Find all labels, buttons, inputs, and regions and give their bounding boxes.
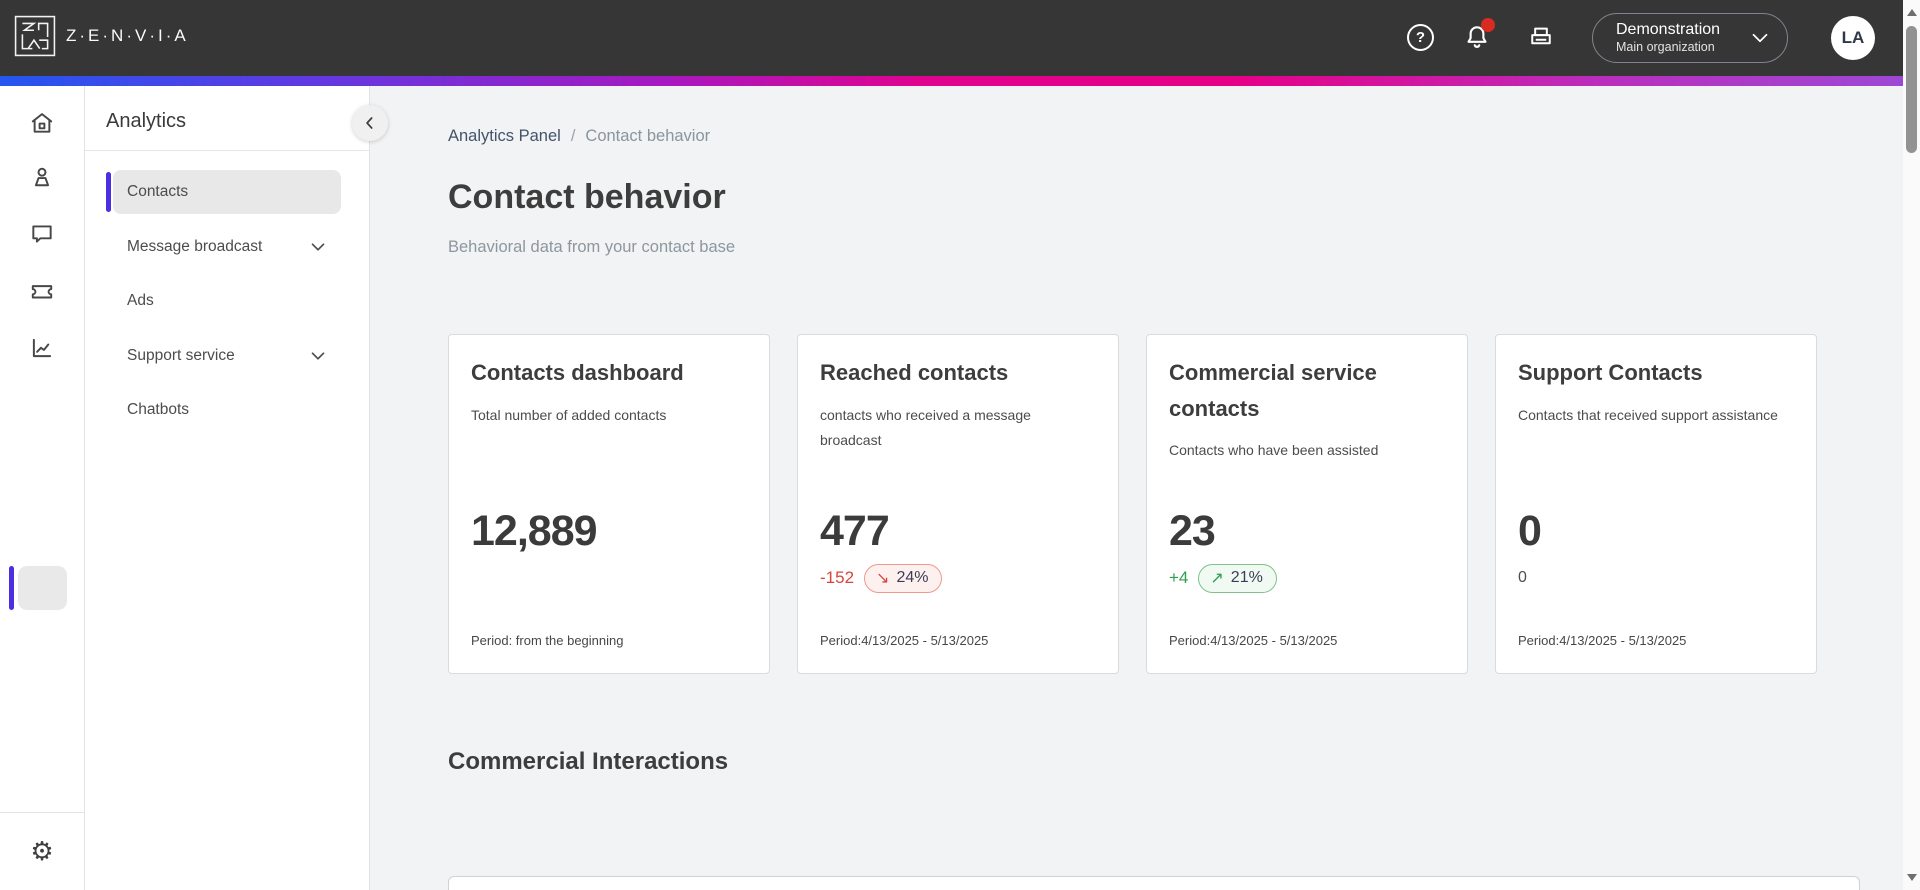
main-content: Analytics Panel / Contact behavior Conta… (370, 86, 1920, 890)
card-value: 477 (820, 507, 890, 555)
card-delta-row: +4 ↗ 21% (1169, 563, 1277, 593)
home-icon (31, 113, 53, 133)
chevron-down-icon (307, 236, 329, 258)
tickets-icon (31, 285, 53, 299)
sidebar-item-contacts[interactable]: Contacts (113, 170, 341, 214)
rail-divider (0, 812, 84, 813)
commercial-interactions-card (448, 876, 1860, 890)
collapse-sidebar-button[interactable] (352, 105, 388, 141)
chevron-left-icon (366, 117, 373, 129)
settings-icon: ⚙ (30, 836, 54, 866)
card-description: Contacts that received support assistanc… (1518, 406, 1778, 423)
brand-gradient-bar (0, 76, 1920, 86)
page-subtitle: Behavioral data from your contact base (448, 238, 736, 256)
card-support-contacts: Support Contacts Contacts that received … (1495, 334, 1817, 674)
sidebar-title: Analytics (106, 110, 187, 132)
section-heading: Commercial Interactions (448, 748, 729, 775)
brand-wordmark: Z·E·N·V·I·A (66, 26, 189, 45)
bell-icon (1467, 26, 1487, 48)
organization-sub: Main organization (1616, 40, 1715, 55)
active-indicator (106, 172, 111, 212)
analytics-sidebar: Analytics Contacts Message broadcast Ads… (85, 86, 388, 890)
rail-item-analytics[interactable] (0, 326, 84, 610)
card-delta-row: 0 (1518, 563, 1527, 593)
card-value: 0 (1518, 507, 1542, 555)
card-title: Support Contacts (1518, 360, 1703, 385)
card-commercial-service-contacts: Commercial service contacts Contacts who… (1146, 334, 1468, 674)
contacts-icon (34, 167, 50, 187)
kpi-cards-row: Contacts dashboard Total number of added… (448, 334, 1817, 674)
card-contacts-dashboard: Contacts dashboard Total number of added… (448, 334, 770, 674)
rail-item-contacts[interactable] (0, 155, 84, 199)
card-description: Total number of added contacts (471, 406, 667, 423)
sidebar-divider (85, 150, 369, 151)
card-period: Period:4/13/2025 - 5/13/2025 (1169, 633, 1338, 648)
delta-value: 0 (1518, 569, 1527, 586)
card-period: Period:4/13/2025 - 5/13/2025 (1518, 633, 1687, 648)
notification-dot (1481, 18, 1495, 32)
sidebar-item-ads[interactable]: Ads (127, 292, 154, 309)
trend-percent: 21% (1230, 569, 1263, 586)
trend-badge: ↗ 21% (1198, 563, 1277, 593)
card-title: Commercial service contacts (1169, 360, 1377, 421)
card-title: Contacts dashboard (471, 360, 684, 385)
delta-value: -152 (820, 568, 855, 587)
organization-selector[interactable]: Demonstration Main organization (1592, 13, 1788, 63)
card-description: Contacts who have been assisted (1169, 442, 1379, 459)
chevron-down-icon (307, 345, 329, 367)
print-button[interactable] (1527, 24, 1555, 52)
help-icon: ? (1407, 24, 1434, 51)
card-reached-contacts: Reached contacts contacts who received a… (797, 334, 1119, 674)
rail-item-tickets[interactable] (0, 269, 84, 313)
help-button[interactable]: ? (1407, 24, 1434, 51)
active-indicator (9, 566, 14, 610)
scrollbar-down-arrow-icon[interactable] (1906, 874, 1917, 881)
sidebar-item-support-service[interactable]: Support service (113, 334, 341, 378)
sidebar-item-chatbots[interactable]: Chatbots (127, 401, 190, 418)
rail-item-home[interactable] (0, 101, 84, 145)
scrollbar-thumb[interactable] (1906, 26, 1917, 153)
card-description: contacts who received a message broadcas… (820, 406, 1031, 448)
breadcrumb-separator: / (570, 127, 576, 145)
icon-rail: ⚙ (0, 86, 85, 890)
avatar[interactable]: LA (1831, 16, 1875, 60)
card-title: Reached contacts (820, 360, 1009, 385)
page-title: Contact behavior (448, 178, 726, 216)
card-period: Period:4/13/2025 - 5/13/2025 (820, 633, 989, 648)
notifications-button[interactable] (1462, 18, 1495, 52)
breadcrumb-current: Contact behavior (585, 127, 711, 145)
delta-value: +4 (1169, 568, 1189, 587)
card-value: 12,889 (471, 507, 598, 555)
trend-down-icon: ↘ (876, 570, 890, 587)
rail-item-conversations[interactable] (0, 212, 84, 256)
zenvia-logo-icon (14, 15, 56, 57)
scrollbar-up-arrow-icon[interactable] (1906, 9, 1917, 16)
trend-percent: 24% (896, 569, 929, 586)
conversations-icon (32, 225, 52, 243)
printer-icon (1531, 27, 1551, 45)
breadcrumb-analytics-panel[interactable]: Analytics Panel (448, 127, 561, 145)
breadcrumb: Analytics Panel / Contact behavior (448, 127, 710, 146)
analytics-icon (32, 338, 52, 358)
chevron-down-icon (1747, 25, 1773, 51)
trend-up-icon: ↗ (1210, 570, 1224, 587)
trend-badge: ↘ 24% (864, 563, 943, 593)
card-period: Period: from the beginning (471, 633, 624, 648)
card-value: 23 (1169, 507, 1216, 555)
scrollbar[interactable] (1903, 0, 1920, 890)
brand: Z·E·N·V·I·A (14, 15, 189, 57)
rail-item-settings[interactable]: ⚙ (0, 829, 84, 873)
top-bar: Z·E·N·V·I·A ? Demonstration Main organiz… (0, 0, 1920, 76)
sidebar-item-message-broadcast[interactable]: Message broadcast (113, 225, 341, 269)
card-delta-row: -152 ↘ 24% (820, 563, 943, 593)
organization-name: Demonstration (1616, 21, 1721, 39)
